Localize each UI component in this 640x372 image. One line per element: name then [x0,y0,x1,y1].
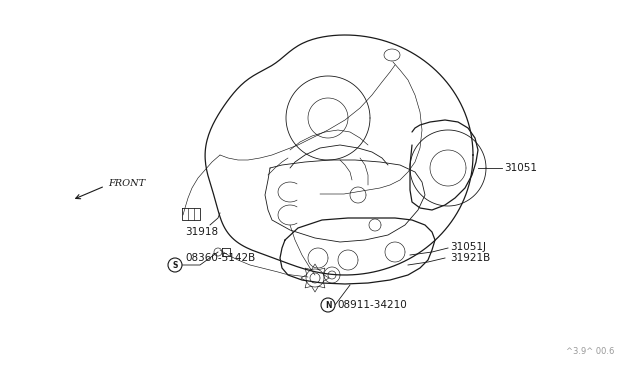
Text: N: N [324,301,332,310]
Text: 31921B: 31921B [450,253,490,263]
Text: ^3.9^ 00.6: ^3.9^ 00.6 [566,347,614,356]
Text: 08360-5142B: 08360-5142B [185,253,255,263]
Text: 31051J: 31051J [450,242,486,252]
Text: 31051: 31051 [504,163,537,173]
Text: FRONT: FRONT [108,180,145,189]
Circle shape [168,258,182,272]
Text: 08911-34210: 08911-34210 [337,300,407,310]
Circle shape [321,298,335,312]
Text: S: S [172,260,178,269]
Text: 31918: 31918 [185,227,218,237]
